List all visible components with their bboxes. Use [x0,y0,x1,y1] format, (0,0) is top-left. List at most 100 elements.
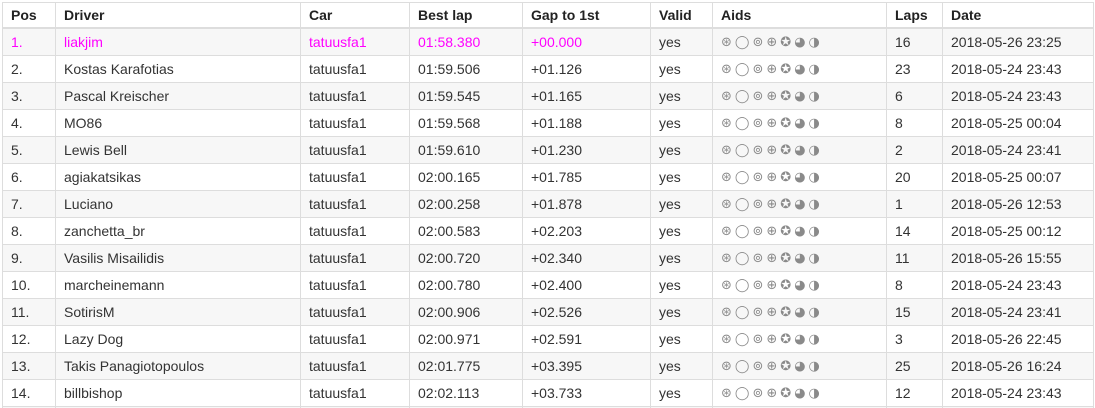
car-cell: tatuusfa1 [300,190,410,218]
ring-aid-icon: ◯ [734,170,753,185]
pos-cell: 9. [2,244,56,272]
column-header-aids: Aids [712,2,887,29]
aids-icon-group: ⊛◯⊚⊕✪◕◑ [721,332,823,347]
car-cell: tatuusfa1 [300,352,410,380]
wheel-aid-icon: ⊛ [721,197,735,212]
gap-cell: +02.203 [522,217,651,245]
date-cell: 2018-05-24 23:41 [942,136,1094,164]
aids-cell: ⊛◯⊚⊕✪◕◑ [712,352,887,380]
best-lap-cell: 02:00.971 [409,325,523,353]
star-circle-aid-icon: ✪ [780,305,795,320]
target-aid-icon: ⊚ [752,305,767,320]
aids-icon-group: ⊛◯⊚⊕✪◕◑ [721,143,823,158]
table-row: 11. SotirisM tatuusfa1 02:00.906 +02.526 yes ⊛… [2,298,1094,326]
wheel-aid-icon: ⊛ [721,116,735,131]
laps-cell: 23 [886,55,943,83]
date-cell: 2018-05-24 23:43 [942,55,1094,83]
laps-cell: 6 [886,82,943,110]
aids-cell: ⊛◯⊚⊕✪◕◑ [712,55,887,83]
car-cell: tatuusfa1 [300,82,410,110]
ring-aid-icon: ◯ [734,116,753,131]
best-lap-cell: 02:00.906 [409,298,523,326]
aids-icon-group: ⊛◯⊚⊕✪◕◑ [721,386,823,401]
star-circle-aid-icon: ✪ [780,170,795,185]
aids-icon-group: ⊛◯⊚⊕✪◕◑ [721,251,823,266]
helmet-aid-icon: ◕ [794,251,809,266]
moon-circle-aid-icon: ◑ [808,224,823,239]
laps-cell: 25 [886,352,943,380]
valid-cell: yes [650,27,713,56]
helmet-aid-icon: ◕ [794,62,809,77]
pos-cell: 8. [2,217,56,245]
driver-cell: Kostas Karafotias [55,55,301,83]
gap-cell: +01.188 [522,109,651,137]
aids-icon-group: ⊛◯⊚⊕✪◕◑ [721,224,823,239]
date-cell: 2018-05-24 23:43 [942,379,1094,407]
table-row: 12. Lazy Dog tatuusfa1 02:00.971 +02.591 yes ⊛… [2,325,1094,353]
column-header-driver: Driver [55,2,301,29]
wheel-aid-icon: ⊛ [721,305,735,320]
aids-cell: ⊛◯⊚⊕✪◕◑ [712,325,887,353]
laps-cell: 14 [886,217,943,245]
valid-cell: yes [650,379,713,407]
pos-cell: 10. [2,271,56,299]
valid-cell: yes [650,271,713,299]
date-cell: 2018-05-24 23:41 [942,298,1094,326]
date-cell: 2018-05-25 00:07 [942,163,1094,191]
gap-cell: +01.785 [522,163,651,191]
pos-cell: 2. [2,55,56,83]
aids-cell: ⊛◯⊚⊕✪◕◑ [712,190,887,218]
ring-aid-icon: ◯ [734,251,753,266]
gap-cell: +02.591 [522,325,651,353]
table-row: 9. Vasilis Misailidis tatuusfa1 02:00.720 +0… [2,244,1094,272]
gap-cell: +00.000 [522,27,651,56]
aids-icon-group: ⊛◯⊚⊕✪◕◑ [721,116,823,131]
target-aid-icon: ⊚ [752,143,767,158]
helmet-aid-icon: ◕ [794,386,809,401]
best-lap-cell: 02:02.113 [409,379,523,407]
valid-cell: yes [650,136,713,164]
ring-aid-icon: ◯ [734,89,753,104]
pos-cell: 7. [2,190,56,218]
star-circle-aid-icon: ✪ [780,143,795,158]
valid-cell: yes [650,190,713,218]
valid-cell: yes [650,55,713,83]
ring-aid-icon: ◯ [734,224,753,239]
target-aid-icon: ⊚ [752,170,767,185]
wheel-aid-icon: ⊛ [721,386,735,401]
wheel-aid-icon: ⊛ [721,170,735,185]
star-circle-aid-icon: ✪ [780,251,795,266]
wheel-aid-icon: ⊛ [721,62,735,77]
pos-cell: 5. [2,136,56,164]
aids-cell: ⊛◯⊚⊕✪◕◑ [712,27,887,56]
car-cell: tatuusfa1 [300,27,410,56]
laps-cell: 2 [886,136,943,164]
helmet-aid-icon: ◕ [794,359,809,374]
driver-cell: marcheinemann [55,271,301,299]
target-aid-icon: ⊚ [752,116,767,131]
car-cell: tatuusfa1 [300,109,410,137]
star-circle-aid-icon: ✪ [780,197,795,212]
best-lap-cell: 02:00.258 [409,190,523,218]
date-cell: 2018-05-26 16:24 [942,352,1094,380]
target-aid-icon: ⊚ [752,224,767,239]
pos-cell: 6. [2,163,56,191]
valid-cell: yes [650,298,713,326]
column-header-gap: Gap to 1st [522,2,651,29]
aids-cell: ⊛◯⊚⊕✪◕◑ [712,109,887,137]
moon-circle-aid-icon: ◑ [808,305,823,320]
aids-icon-group: ⊛◯⊚⊕✪◕◑ [721,170,823,185]
gap-cell: +01.878 [522,190,651,218]
moon-circle-aid-icon: ◑ [808,278,823,293]
pos-cell: 1. [2,27,56,56]
laps-cell: 1 [886,190,943,218]
aids-icon-group: ⊛◯⊚⊕✪◕◑ [721,305,823,320]
pos-cell: 4. [2,109,56,137]
laps-cell: 20 [886,163,943,191]
ring-aid-icon: ◯ [734,332,753,347]
laps-cell: 3 [886,325,943,353]
car-cell: tatuusfa1 [300,298,410,326]
valid-cell: yes [650,163,713,191]
pos-cell: 12. [2,325,56,353]
